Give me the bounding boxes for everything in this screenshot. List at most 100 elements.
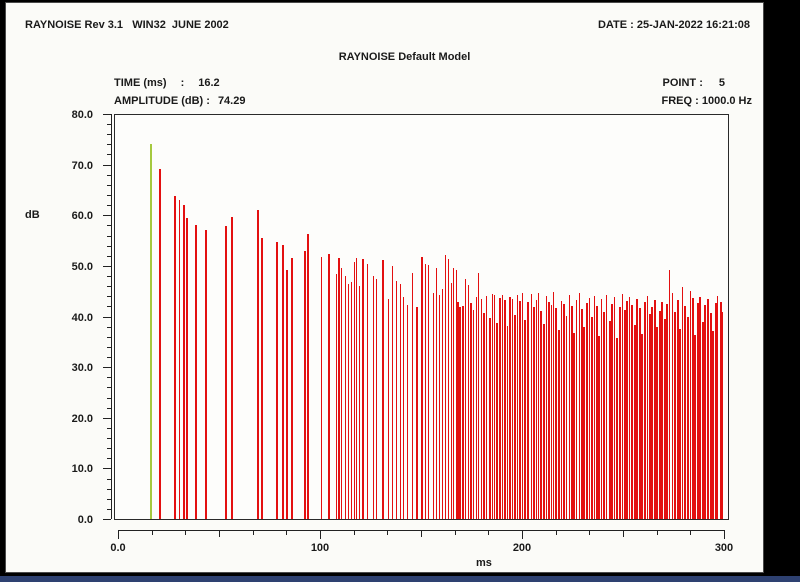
echo-spike[interactable] [473, 310, 474, 519]
echo-spike[interactable] [478, 273, 480, 519]
echo-spike[interactable] [633, 325, 636, 519]
echo-spike[interactable] [230, 217, 233, 519]
echo-spike[interactable] [689, 291, 691, 519]
echo-spike[interactable] [595, 306, 598, 519]
echo-spike[interactable] [257, 210, 260, 519]
echo-spike[interactable] [467, 285, 469, 519]
echo-spike[interactable] [538, 293, 540, 519]
echo-spike[interactable] [464, 279, 466, 519]
echo-spike[interactable] [686, 317, 689, 519]
echo-spike[interactable] [179, 200, 181, 519]
echo-spike[interactable] [679, 329, 682, 519]
echo-spike[interactable] [517, 295, 519, 519]
echo-spike[interactable] [351, 282, 353, 519]
echo-spike[interactable] [598, 336, 601, 519]
echo-spike[interactable] [291, 258, 294, 519]
echo-spike[interactable] [606, 295, 608, 519]
echo-spike[interactable] [459, 307, 462, 519]
echo-spike[interactable] [706, 299, 709, 519]
echo-spike[interactable] [618, 307, 621, 519]
echo-spike[interactable] [568, 295, 570, 519]
echo-spike[interactable] [338, 258, 340, 519]
echo-spike[interactable] [491, 294, 493, 519]
echo-spike[interactable] [388, 299, 390, 519]
echo-spike[interactable] [432, 293, 434, 519]
echo-spike[interactable] [438, 295, 440, 519]
echo-spike[interactable] [648, 314, 651, 519]
echo-spike[interactable] [643, 302, 646, 519]
echo-spike[interactable] [583, 327, 586, 519]
echo-spike[interactable] [717, 296, 719, 519]
echo-spike[interactable] [195, 225, 197, 519]
echo-spike[interactable] [646, 296, 648, 519]
echo-spike[interactable] [448, 259, 450, 519]
echo-spike[interactable] [535, 300, 537, 519]
echo-spike[interactable] [281, 245, 284, 519]
echo-spike[interactable] [412, 273, 414, 519]
echo-spike[interactable] [636, 299, 639, 519]
echo-spike[interactable] [455, 270, 457, 519]
echo-spike[interactable] [420, 257, 423, 519]
echo-spike[interactable] [719, 302, 722, 519]
echo-spike[interactable] [450, 283, 452, 519]
echo-spike[interactable] [428, 265, 430, 519]
echo-spike[interactable] [304, 251, 307, 519]
echo-spike[interactable] [682, 287, 684, 519]
echo-spike[interactable] [547, 302, 550, 519]
echo-spike[interactable] [372, 276, 374, 519]
echo-spike[interactable] [358, 286, 360, 519]
echo-spike[interactable] [435, 268, 437, 519]
echo-spike[interactable] [666, 304, 669, 519]
echo-spike[interactable] [328, 254, 331, 519]
echo-spike[interactable] [341, 268, 343, 519]
echo-spike[interactable] [406, 305, 408, 519]
echo-spike[interactable] [403, 297, 405, 519]
echo-spike[interactable] [530, 294, 532, 519]
echo-spike[interactable] [711, 331, 714, 519]
echo-spike[interactable] [623, 310, 626, 519]
echo-spike[interactable] [578, 293, 580, 519]
echo-spike[interactable] [656, 327, 659, 519]
echo-spike[interactable] [638, 308, 641, 519]
echo-spike[interactable] [367, 264, 369, 519]
echo-spike[interactable] [260, 238, 263, 519]
echo-spike[interactable] [614, 297, 615, 519]
echo-spike[interactable] [522, 293, 524, 519]
echo-spike[interactable] [475, 297, 477, 519]
echo-spike[interactable] [494, 295, 496, 519]
echo-spike[interactable] [524, 320, 526, 519]
echo-spike[interactable] [631, 305, 634, 519]
echo-spike[interactable] [676, 300, 679, 519]
echo-spike[interactable] [664, 319, 666, 519]
echo-spike[interactable] [503, 300, 506, 519]
echo-spike[interactable] [641, 334, 644, 519]
echo-spike[interactable] [553, 292, 555, 519]
echo-spike[interactable] [392, 266, 394, 519]
echo-spike[interactable] [593, 296, 595, 519]
echo-spike[interactable] [672, 293, 673, 519]
echo-spike[interactable] [570, 306, 573, 519]
echo-spike[interactable] [590, 317, 593, 519]
echo-spike[interactable] [353, 262, 355, 519]
echo-spike[interactable] [684, 306, 687, 519]
echo-spike[interactable] [588, 298, 590, 519]
echo-spike[interactable] [285, 270, 288, 519]
echo-spike[interactable] [563, 304, 565, 519]
echo-spike[interactable] [694, 335, 697, 519]
echo-spike[interactable] [550, 305, 552, 519]
echo-spike[interactable] [653, 300, 656, 519]
echo-spike[interactable] [416, 307, 419, 519]
echo-spike[interactable] [513, 315, 516, 519]
echo-spike[interactable] [721, 312, 724, 519]
echo-spike[interactable] [601, 299, 603, 519]
echo-spike[interactable] [376, 279, 378, 519]
echo-spike[interactable] [585, 303, 588, 519]
echo-spike[interactable] [335, 274, 337, 519]
echo-spike[interactable] [519, 301, 521, 519]
echo-spike[interactable] [526, 302, 529, 519]
selected-echo-spike[interactable] [149, 144, 152, 519]
echo-spike[interactable] [674, 312, 677, 519]
echo-spike[interactable] [174, 196, 177, 519]
echo-spike[interactable] [481, 299, 483, 519]
echo-spike[interactable] [610, 304, 613, 519]
